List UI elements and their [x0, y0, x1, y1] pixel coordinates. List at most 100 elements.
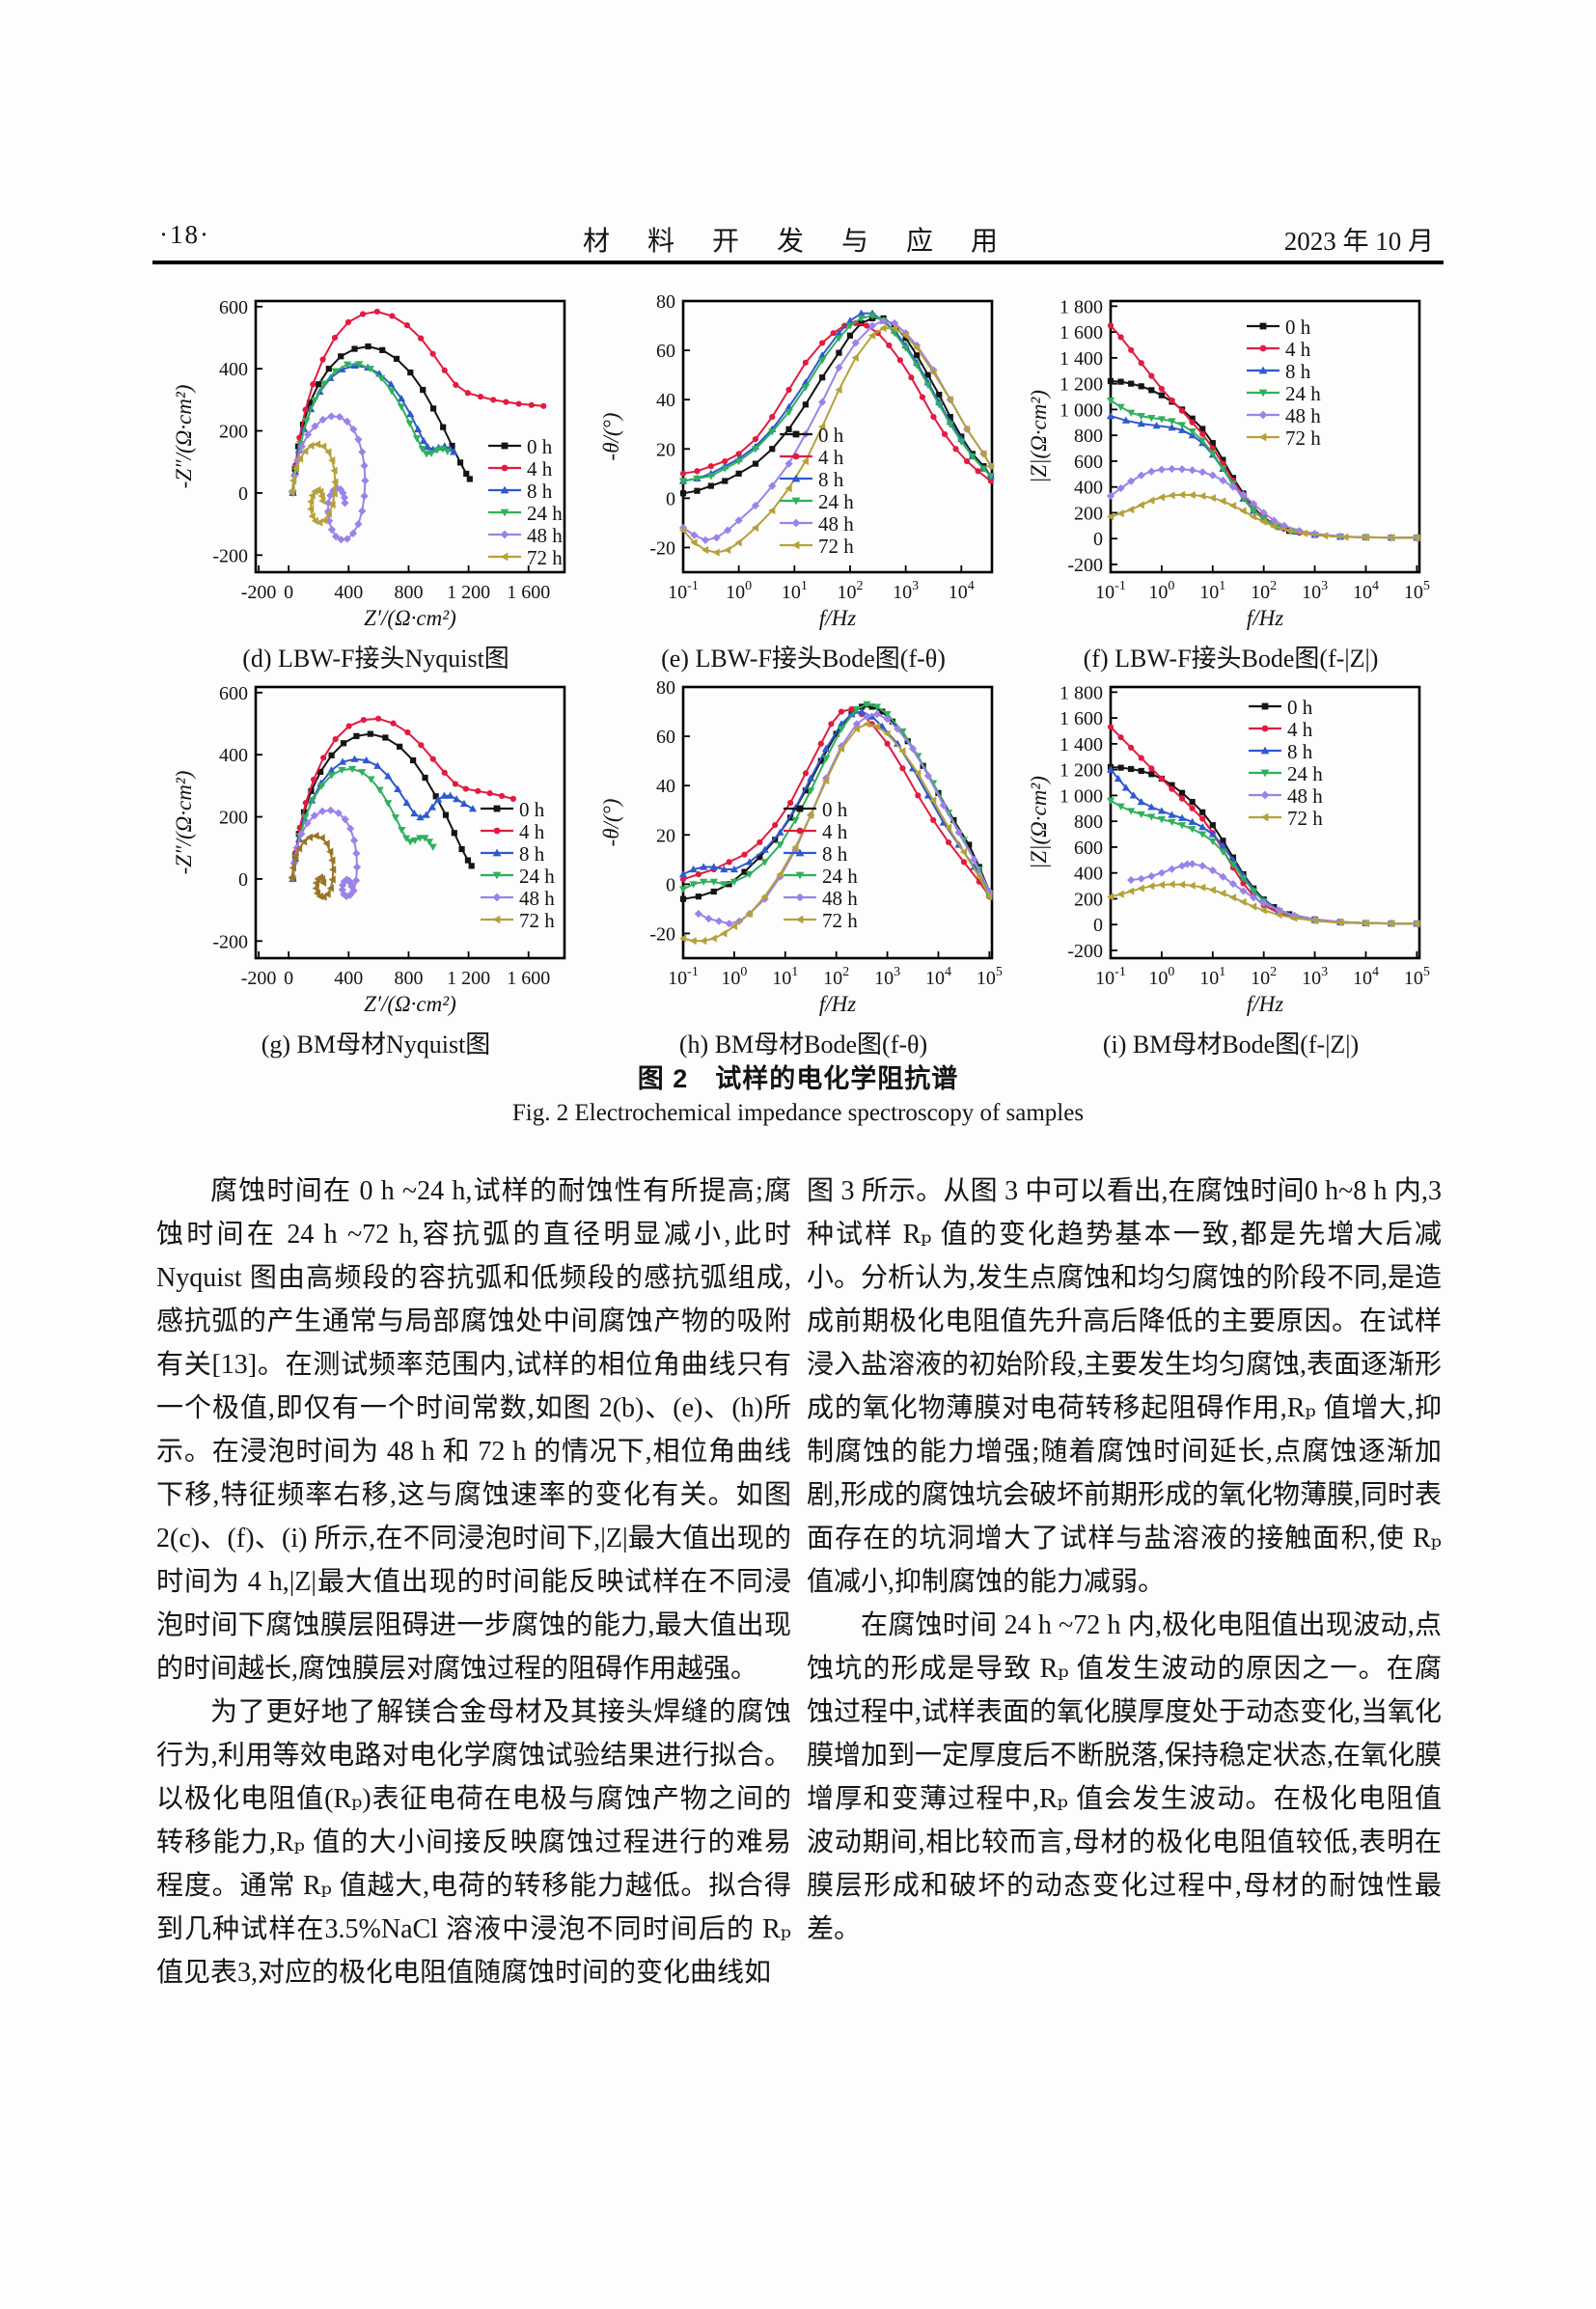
svg-text:0: 0 — [666, 488, 675, 509]
chart-cell-f: 10-1 100 101 102 103 104 105 -200 0 200 400 600 800 1… — [1017, 268, 1445, 673]
svg-text:60: 60 — [656, 727, 675, 748]
svg-text:48 h: 48 h — [1287, 784, 1323, 808]
text-column-left: 腐蚀时间在 0 h ~24 h,试样的耐蚀性有所提高;腐蚀时间在 24 h ~7… — [156, 1169, 791, 1994]
svg-text:4 h: 4 h — [519, 820, 545, 843]
svg-text:600: 600 — [1074, 452, 1103, 473]
chart-caption-d: (d) LBW-F接头Nyquist图 — [242, 645, 509, 673]
svg-text:72 h: 72 h — [1287, 807, 1323, 830]
svg-text:72 h: 72 h — [822, 909, 858, 932]
svg-text:1 800: 1 800 — [1059, 296, 1103, 317]
svg-text:0: 0 — [284, 968, 293, 989]
svg-text:0: 0 — [1093, 915, 1103, 936]
svg-text:0: 0 — [666, 874, 675, 895]
svg-text:8 h: 8 h — [519, 842, 545, 866]
paragraph: 为了更好地了解镁合金母材及其接头焊缝的腐蚀行为,利用等效电路对电化学腐蚀试验结果… — [156, 1697, 791, 1988]
svg-text:800: 800 — [394, 968, 423, 989]
paragraph: 腐蚀时间在 0 h ~24 h,试样的耐蚀性有所提高;腐蚀时间在 24 h ~7… — [156, 1176, 791, 1684]
svg-text:800: 800 — [1074, 426, 1103, 447]
svg-text:400: 400 — [1074, 864, 1103, 885]
svg-text:60: 60 — [656, 341, 675, 362]
svg-text:72 h: 72 h — [527, 546, 563, 569]
svg-text:800: 800 — [394, 582, 423, 603]
svg-text:-20: -20 — [649, 923, 675, 945]
chart-cell-i: 10-1 100 101 102 103 104 105 -200 0 200 400 600 800 1… — [1017, 654, 1445, 1059]
svg-text:-Z″/(Ω·cm²): -Z″/(Ω·cm²) — [172, 385, 196, 489]
svg-text:1 200: 1 200 — [447, 968, 490, 989]
svg-text:0 h: 0 h — [818, 424, 844, 447]
svg-text:Z′/(Ω·cm²): Z′/(Ω·cm²) — [364, 606, 456, 630]
svg-text:20: 20 — [656, 439, 675, 460]
svg-text:8 h: 8 h — [1285, 360, 1311, 383]
chart-cell-d: -200 0 400 800 1 200 1 600 -200 0 200 400 600 -Z″/(… — [162, 268, 590, 673]
svg-text:24 h: 24 h — [822, 865, 858, 888]
svg-text:-200: -200 — [212, 545, 248, 566]
svg-text:|Z|(Ω·cm²): |Z|(Ω·cm²) — [1027, 390, 1051, 483]
svg-text:104: 104 — [1353, 579, 1379, 603]
svg-text:400: 400 — [334, 968, 363, 989]
svg-text:48 h: 48 h — [822, 887, 858, 910]
figure-caption-zh: 图 2 试样的电化学阻抗谱 — [637, 1064, 959, 1093]
svg-text:100: 100 — [1148, 965, 1174, 989]
svg-text:4 h: 4 h — [818, 446, 844, 469]
svg-text:0: 0 — [1093, 529, 1103, 550]
svg-text:8 h: 8 h — [818, 468, 844, 491]
svg-text:103: 103 — [1302, 579, 1328, 603]
svg-text:0 h: 0 h — [527, 435, 553, 458]
chart-g-nyquist-bm: -200 0 400 800 1 200 1 600 -200 0 200 400 600 -Z″/(… — [172, 683, 566, 1016]
svg-text:103: 103 — [893, 579, 919, 603]
svg-text:72 h: 72 h — [1285, 426, 1321, 450]
svg-text:72 h: 72 h — [818, 535, 854, 558]
svg-text:101: 101 — [782, 579, 808, 603]
svg-text:103: 103 — [874, 965, 900, 989]
journal-title: 材 料 开 发 与 应 用 — [582, 227, 1013, 257]
svg-text:104: 104 — [1353, 965, 1379, 989]
svg-text:105: 105 — [1404, 965, 1430, 989]
svg-text:102: 102 — [837, 579, 863, 603]
text-column-right: 图 3 所示。从图 3 中可以看出,在腐蚀时间0 h~8 h 内,3 种试样 R… — [807, 1169, 1442, 1951]
svg-text:48 h: 48 h — [527, 524, 563, 547]
svg-text:20: 20 — [656, 825, 675, 846]
svg-text:102: 102 — [823, 965, 849, 989]
svg-text:0 h: 0 h — [1287, 696, 1313, 719]
svg-text:101: 101 — [1199, 965, 1225, 989]
svg-text:1 400: 1 400 — [1059, 348, 1103, 370]
svg-text:4 h: 4 h — [1287, 718, 1313, 741]
svg-text:48 h: 48 h — [1285, 404, 1321, 427]
svg-text:1 600: 1 600 — [507, 968, 550, 989]
svg-text:200: 200 — [1074, 889, 1103, 910]
svg-text:1 400: 1 400 — [1059, 734, 1103, 756]
svg-text:200: 200 — [219, 422, 248, 443]
chart-caption-g: (g) BM母材Nyquist图 — [261, 1031, 491, 1058]
chart-d-nyquist-lbwf: -200 0 400 800 1 200 1 600 -200 0 200 400 600 -Z″/(… — [172, 297, 566, 630]
svg-text:1 200: 1 200 — [1059, 374, 1103, 396]
svg-text:1 000: 1 000 — [1059, 399, 1103, 421]
svg-text:104: 104 — [925, 965, 951, 989]
svg-text:600: 600 — [1074, 838, 1103, 859]
figure-caption-en: Fig. 2 Electrochemical impedance spectro… — [511, 1100, 1085, 1126]
svg-text:72 h: 72 h — [519, 909, 555, 932]
svg-text:102: 102 — [1251, 965, 1277, 989]
svg-text:0 h: 0 h — [1285, 316, 1311, 339]
chart-caption-h: (h) BM母材Bode图(f-θ) — [678, 1031, 928, 1058]
svg-text:1 600: 1 600 — [507, 582, 550, 603]
svg-text:400: 400 — [219, 745, 248, 766]
svg-text:1 600: 1 600 — [1059, 708, 1103, 729]
page-number: ·18· — [159, 220, 210, 249]
chart-f-bode-z-lbwf: 10-1 100 101 102 103 104 105 -200 0 200 400 600 800 1… — [1027, 296, 1430, 630]
svg-text:0 h: 0 h — [822, 798, 848, 821]
svg-text:200: 200 — [1074, 503, 1103, 524]
svg-text:102: 102 — [1251, 579, 1277, 603]
issue-date: 2023 年 10 月 — [1283, 227, 1434, 256]
paragraph: 在腐蚀时间 24 h ~72 h 内,极化电阻值出现波动,点蚀坑的形成是导致 R… — [807, 1610, 1443, 1944]
svg-text:100: 100 — [726, 579, 752, 603]
svg-text:200: 200 — [219, 808, 248, 829]
chart-cell-g: -200 0 400 800 1 200 1 600 -200 0 200 400 600 -Z″/(… — [162, 654, 590, 1059]
svg-text:-200: -200 — [1067, 941, 1103, 962]
svg-text:24 h: 24 h — [519, 865, 555, 888]
svg-text:0: 0 — [238, 869, 248, 891]
svg-text:-200: -200 — [1067, 555, 1103, 576]
svg-text:105: 105 — [1404, 579, 1430, 603]
svg-text:24 h: 24 h — [1287, 762, 1323, 785]
svg-text:800: 800 — [1074, 811, 1103, 833]
